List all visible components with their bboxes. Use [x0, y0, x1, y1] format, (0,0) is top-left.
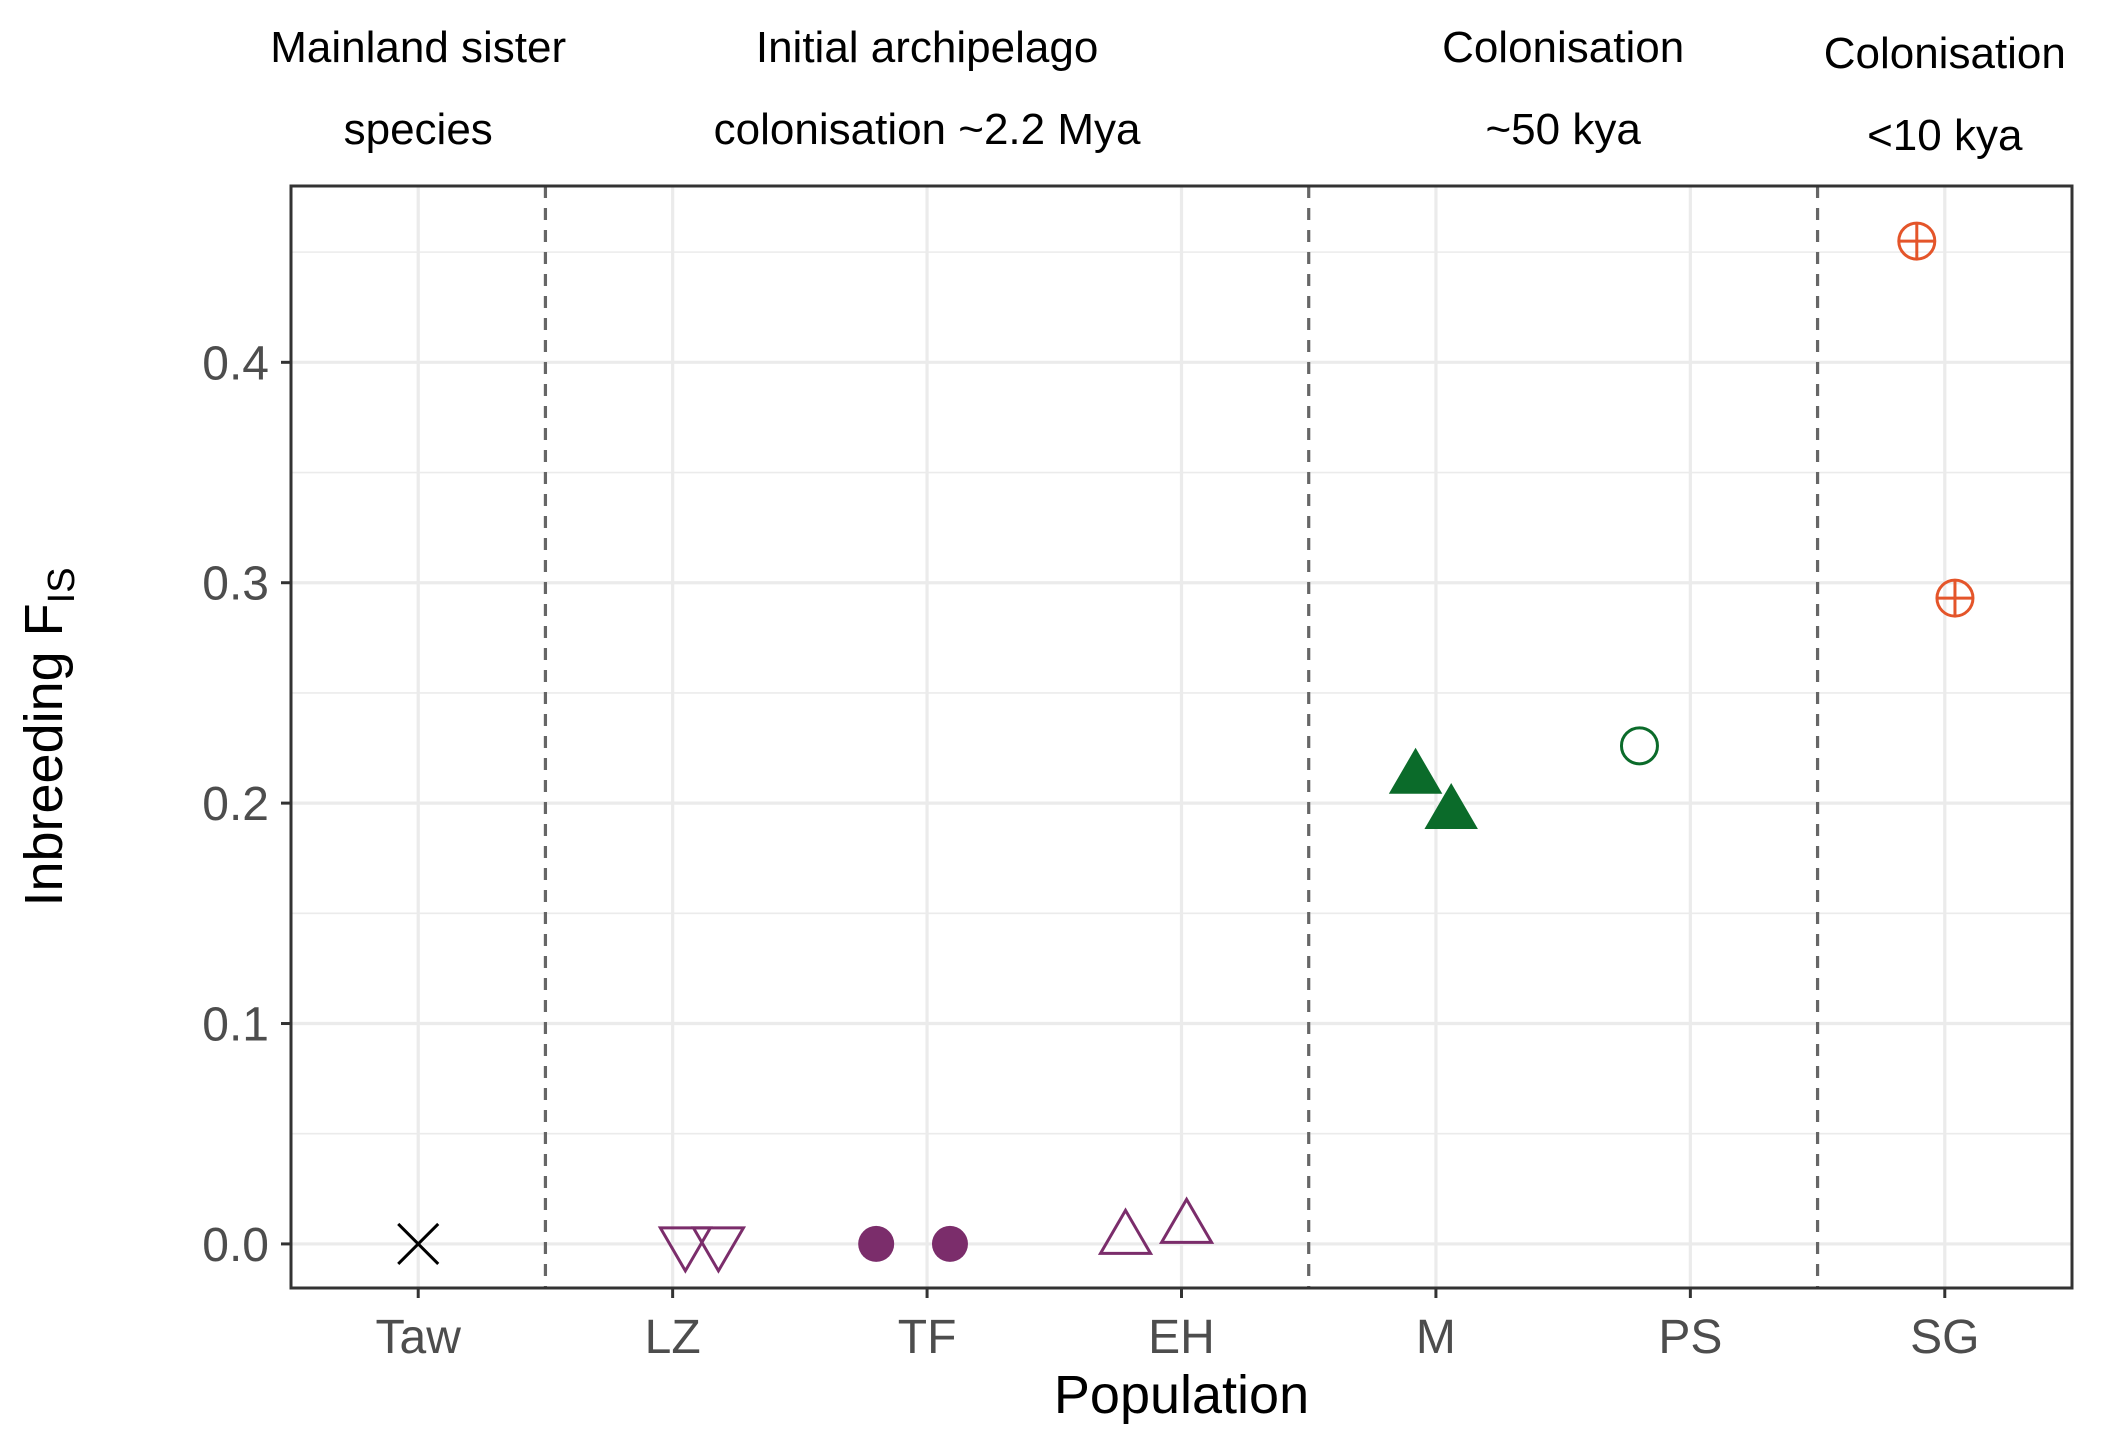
group-label-line1: Mainland sister [270, 23, 566, 72]
data-point-sg [1897, 221, 1937, 261]
data-points [397, 221, 1975, 1274]
y-tick-label: 0.0 [202, 1219, 269, 1272]
data-point-eh [1097, 1207, 1154, 1255]
group-labels: Mainland sister species Initial archipelag… [270, 23, 2066, 160]
x-tick-label: LZ [645, 1311, 701, 1364]
data-point-lz [657, 1226, 713, 1274]
group-label-line1: Colonisation [1824, 29, 2066, 78]
data-point-tf [858, 1225, 895, 1262]
y-axis-title: Inbreeding FIS [14, 567, 83, 906]
data-point-ps [1619, 726, 1659, 766]
x-tick-label: PS [1658, 1311, 1722, 1364]
data-point-taw [397, 1222, 440, 1265]
group-label-line2: species [344, 105, 493, 154]
y-axis-ticks: 0.0 0.1 0.2 0.3 0.4 [202, 337, 291, 1272]
data-point-eh [1158, 1196, 1215, 1244]
group-label-line2: ~50 kya [1485, 105, 1641, 154]
cross-stroke [397, 1222, 440, 1265]
y-tick-label: 0.4 [202, 337, 269, 390]
x-tick-label: TF [898, 1311, 957, 1364]
group-dividers [543, 186, 1820, 1288]
data-point-tf [931, 1225, 968, 1262]
group-label-line1: Colonisation [1442, 23, 1684, 72]
x-axis-ticks: Taw LZ TF EH M PS SG [376, 1288, 1979, 1364]
group-label-line1: Initial archipelago [756, 23, 1098, 72]
grid-lines [291, 186, 2072, 1288]
data-point-sg [1935, 578, 1975, 618]
data-point-m [1424, 783, 1478, 830]
y-axis-title-subscript: IS [41, 567, 83, 603]
x-tick-label: EH [1148, 1311, 1215, 1364]
data-point-lz [690, 1226, 747, 1274]
y-tick-label: 0.3 [202, 558, 269, 611]
data-point-m [1388, 747, 1443, 794]
x-tick-label: Taw [376, 1311, 462, 1364]
y-tick-label: 0.1 [202, 999, 269, 1052]
y-tick-label: 0.2 [202, 778, 269, 831]
x-tick-label: SG [1910, 1311, 1979, 1364]
x-tick-label: M [1416, 1311, 1456, 1364]
group-label-line2: colonisation ~2.2 Mya [714, 105, 1141, 154]
group-label-line2: <10 kya [1867, 111, 2023, 160]
x-axis-title: Population [1054, 1365, 1309, 1425]
y-axis-title-main: Inbreeding F [14, 603, 74, 906]
